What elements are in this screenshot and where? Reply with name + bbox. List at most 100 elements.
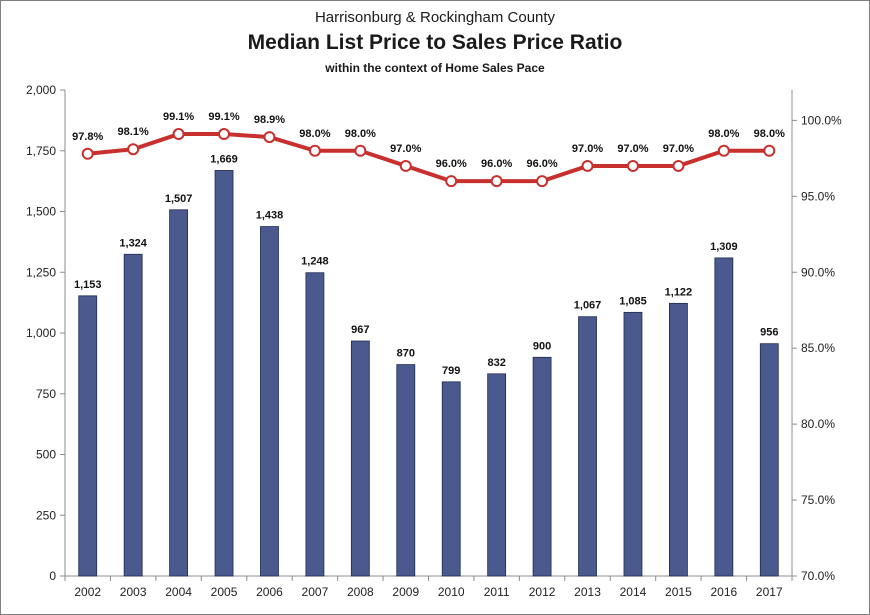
- ratio-marker: [763, 144, 776, 157]
- bar: [578, 316, 597, 577]
- ratio-marker: [308, 144, 321, 157]
- ratio-marker: [127, 143, 140, 156]
- line-data-label: 98.0%: [754, 128, 785, 140]
- bar: [714, 257, 734, 577]
- y-left-tick-label: 1,250: [26, 265, 56, 279]
- ratio-marker: [581, 159, 594, 172]
- bar-data-label: 870: [397, 348, 415, 360]
- line-data-label: 98.0%: [708, 128, 739, 140]
- line-data-label: 96.0%: [526, 158, 557, 170]
- bar: [214, 170, 234, 577]
- y-right-tick-label: 80.0%: [801, 417, 835, 431]
- bar: [350, 340, 370, 577]
- line-data-label: 97.8%: [72, 131, 103, 143]
- y-right-tick-label: 95.0%: [801, 189, 835, 203]
- ratio-marker: [172, 128, 185, 141]
- y-right-tick-label: 85.0%: [801, 341, 835, 355]
- chart-subtitle: within the context of Home Sales Pace: [325, 61, 545, 75]
- y-right-tick-label: 70.0%: [801, 569, 835, 583]
- bar: [532, 356, 552, 577]
- bar: [396, 364, 416, 577]
- x-tick-label: 2003: [120, 585, 147, 599]
- line-data-label: 98.1%: [118, 126, 149, 138]
- y-right-tick-label: 90.0%: [801, 265, 835, 279]
- x-tick-label: 2015: [665, 585, 692, 599]
- x-tick-label: 2007: [302, 585, 329, 599]
- x-tick-label: 2008: [347, 585, 374, 599]
- bar-data-label: 1,248: [301, 256, 329, 268]
- x-tick-label: 2017: [756, 585, 783, 599]
- line-data-label: 98.0%: [299, 128, 330, 140]
- bar-data-label: 1,122: [665, 286, 693, 298]
- y-left-tick-label: 1,000: [26, 326, 56, 340]
- bar-data-label: 832: [487, 357, 505, 369]
- bar: [78, 295, 98, 577]
- x-tick-label: 2010: [438, 585, 465, 599]
- chart-supertitle: Harrisonburg & Rockingham County: [314, 9, 556, 26]
- bar-data-label: 1,438: [256, 210, 284, 222]
- line-data-label: 98.0%: [345, 128, 376, 140]
- ratio-marker: [81, 147, 94, 160]
- bar: [487, 373, 507, 577]
- bar-data-label: 799: [442, 365, 460, 377]
- bar-data-label: 1,309: [710, 241, 738, 253]
- y-left-tick-label: 1,500: [26, 205, 56, 219]
- bar: [305, 272, 325, 577]
- bar-data-label: 956: [760, 327, 778, 339]
- x-tick-label: 2012: [529, 585, 556, 599]
- y-right-tick-label: 75.0%: [801, 493, 835, 507]
- line-data-label: 97.0%: [663, 143, 694, 155]
- x-tick-label: 2014: [620, 585, 647, 599]
- x-tick-label: 2004: [165, 585, 192, 599]
- x-tick-label: 2016: [710, 585, 737, 599]
- y-left-tick-label: 2,000: [26, 83, 56, 97]
- ratio-marker: [354, 144, 367, 157]
- ratio-marker: [536, 175, 549, 188]
- x-tick-label: 2005: [211, 585, 238, 599]
- bar: [759, 343, 779, 577]
- line-data-label: 97.0%: [617, 143, 648, 155]
- bar-data-label: 900: [533, 340, 551, 352]
- ratio-marker: [218, 128, 231, 141]
- y-left-tick-label: 250: [36, 508, 56, 522]
- ratio-marker: [445, 175, 458, 188]
- ratio-marker: [263, 131, 276, 144]
- line-data-label: 98.9%: [254, 114, 285, 126]
- y-right-tick-label: 100.0%: [801, 113, 842, 127]
- bar-data-label: 1,324: [119, 237, 147, 249]
- ratio-marker: [672, 159, 685, 172]
- line-data-label: 99.1%: [208, 111, 239, 123]
- line-data-label: 96.0%: [436, 158, 467, 170]
- bar-data-label: 1,669: [210, 153, 238, 165]
- bar: [669, 302, 688, 577]
- x-tick-label: 2002: [74, 585, 101, 599]
- bar-data-label: 1,085: [619, 295, 647, 307]
- bar: [260, 226, 279, 577]
- x-tick-label: 2013: [574, 585, 601, 599]
- ratio-marker: [490, 175, 503, 188]
- ratio-line: [87, 132, 770, 184]
- bar-data-label: 1,153: [74, 279, 102, 291]
- y-left-tick-label: 500: [36, 448, 56, 462]
- bar: [169, 209, 188, 577]
- x-tick-label: 2011: [484, 585, 510, 599]
- x-tick-label: 2009: [392, 585, 419, 599]
- line-data-label: 97.0%: [572, 143, 603, 155]
- x-tick-label: 2006: [256, 585, 283, 599]
- y-left-tick-label: 1,750: [26, 144, 56, 158]
- bar: [441, 381, 461, 577]
- ratio-marker: [717, 144, 730, 157]
- y-left-tick-label: 0: [49, 569, 56, 583]
- bar: [123, 253, 143, 577]
- chart-title: Median List Price to Sales Price Ratio: [247, 31, 623, 54]
- bar-data-label: 967: [351, 324, 369, 336]
- ratio-marker: [626, 159, 639, 172]
- bar: [623, 311, 643, 577]
- line-data-label: 97.0%: [390, 143, 421, 155]
- bar-data-label: 1,067: [574, 300, 602, 312]
- y-left-tick-label: 750: [36, 387, 56, 401]
- ratio-marker: [399, 159, 412, 172]
- bar-data-label: 1,507: [165, 193, 193, 205]
- line-data-label: 99.1%: [163, 111, 194, 123]
